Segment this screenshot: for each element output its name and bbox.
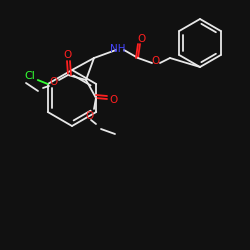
Text: O: O [85, 111, 93, 121]
Text: O: O [152, 56, 160, 66]
Text: O: O [110, 95, 118, 105]
Text: Cl: Cl [24, 71, 35, 81]
Text: O: O [64, 50, 72, 60]
Text: NH: NH [110, 44, 126, 54]
Text: O: O [50, 77, 58, 87]
Text: O: O [137, 34, 145, 44]
